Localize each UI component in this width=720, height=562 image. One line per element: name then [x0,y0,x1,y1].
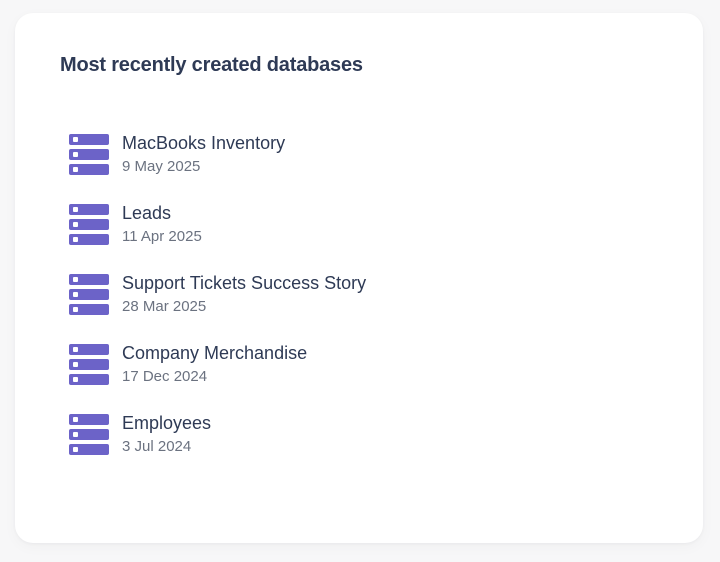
database-stack-icon [69,344,109,385]
database-stack-icon [69,274,109,315]
database-list-item[interactable]: Company Merchandise 17 Dec 2024 [69,341,658,387]
database-list-item[interactable]: Employees 3 Jul 2024 [69,411,658,457]
database-name: MacBooks Inventory [122,133,286,153]
database-stack-icon-bar [69,164,109,175]
database-created-date: 17 Dec 2024 [122,368,208,385]
database-stack-icon [69,204,109,245]
database-stack-icon-bar [69,344,109,355]
database-created-date: 11 Apr 2025 [122,228,202,245]
database-stack-icon-bar [69,374,109,385]
database-stack-icon-bar [69,429,109,440]
database-created-date: 9 May 2025 [122,158,201,175]
database-stack-icon-bar [69,134,109,145]
database-name: Leads [122,203,172,223]
database-stack-icon [69,134,109,175]
database-texts: Leads 11 Apr 2025 [122,201,202,247]
database-texts: Company Merchandise 17 Dec 2024 [122,341,307,387]
database-stack-icon-bar [69,234,109,245]
card-title: Most recently created databases [60,54,363,76]
database-stack-icon-bar [69,444,109,455]
database-name: Company Merchandise [122,343,308,363]
database-stack-icon-bar [69,219,109,230]
database-stack-icon-bar [69,204,109,215]
database-list-item[interactable]: Support Tickets Success Story 28 Mar 202… [69,271,658,317]
database-list: MacBooks Inventory 9 May 2025 Leads 11 A… [60,131,658,457]
recent-databases-card: Most recently created databases MacBooks… [15,13,703,543]
database-name: Employees [122,413,212,433]
database-stack-icon-bar [69,274,109,285]
database-name: Support Tickets Success Story [122,273,367,293]
database-stack-icon [69,414,109,455]
database-created-date: 28 Mar 2025 [122,298,207,315]
database-list-item[interactable]: Leads 11 Apr 2025 [69,201,658,247]
database-stack-icon-bar [69,359,109,370]
database-stack-icon-bar [69,289,109,300]
database-texts: Employees 3 Jul 2024 [122,411,211,457]
database-list-item[interactable]: MacBooks Inventory 9 May 2025 [69,131,658,177]
database-stack-icon-bar [69,414,109,425]
database-stack-icon-bar [69,304,109,315]
database-stack-icon-bar [69,149,109,160]
database-texts: Support Tickets Success Story 28 Mar 202… [122,271,366,317]
database-created-date: 3 Jul 2024 [122,438,192,455]
database-texts: MacBooks Inventory 9 May 2025 [122,131,285,177]
